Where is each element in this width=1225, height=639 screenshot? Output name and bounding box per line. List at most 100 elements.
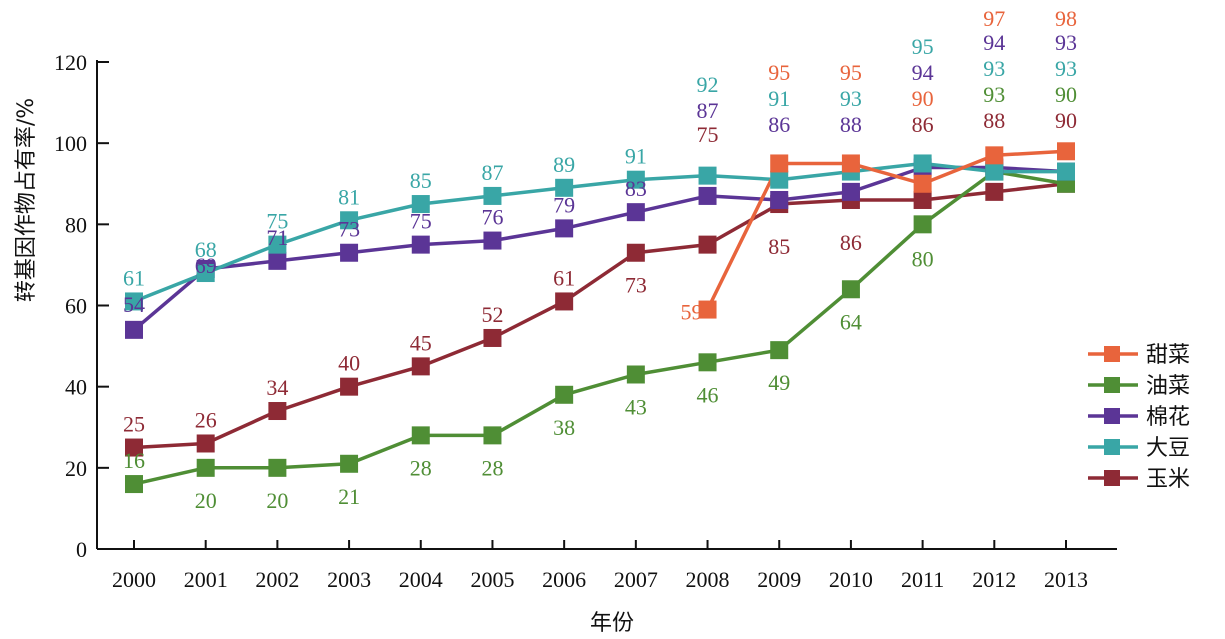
legend-label: 玉米 (1146, 467, 1190, 492)
data-label: 71 (266, 225, 288, 250)
data-label: 81 (338, 184, 360, 209)
data-point (411, 195, 430, 214)
data-label: 25 (123, 412, 145, 437)
data-point (555, 385, 574, 404)
x-tick-label: 2000 (112, 567, 156, 592)
data-point (985, 146, 1004, 165)
data-point (340, 211, 359, 230)
data-point (411, 235, 430, 254)
data-point (340, 243, 359, 262)
data-point (698, 300, 717, 319)
legend-label: 棉花 (1146, 405, 1190, 430)
legend-label: 油菜 (1146, 374, 1190, 399)
data-point (483, 426, 502, 445)
data-point (626, 365, 645, 384)
legend-label: 甜菜 (1146, 343, 1190, 368)
data-label: 93 (840, 86, 862, 111)
data-point (555, 178, 574, 197)
series-line-4 (133, 182, 1067, 450)
data-point (626, 243, 645, 262)
data-label: 45 (410, 330, 432, 355)
data-label: 34 (266, 375, 288, 400)
data-point (1057, 142, 1075, 161)
x-tick-label: 2011 (901, 567, 944, 592)
data-label: 28 (481, 455, 503, 480)
data-label: 40 (338, 351, 360, 376)
data-label: 83 (625, 176, 647, 201)
data-point (1057, 162, 1075, 181)
x-tick-label: 2002 (255, 567, 299, 592)
data-point (125, 438, 143, 457)
data-label: 64 (840, 309, 862, 334)
data-label: 49 (768, 370, 790, 395)
data-label: 91 (768, 86, 790, 111)
data-point (913, 154, 932, 173)
data-label: 61 (123, 265, 145, 290)
x-tick-label: 2012 (972, 567, 1016, 592)
legend-marker (1104, 346, 1120, 362)
data-point (770, 190, 789, 209)
x-tick-label: 2003 (327, 567, 371, 592)
data-label: 93 (983, 82, 1005, 107)
data-label: 68 (195, 237, 217, 262)
data-label: 43 (625, 394, 647, 419)
data-label: 88 (983, 108, 1005, 133)
data-label: 94 (983, 30, 1005, 55)
data-label: 97 (983, 6, 1005, 31)
series-line-2 (132, 165, 1067, 332)
data-label: 46 (697, 382, 719, 407)
data-point (770, 341, 789, 360)
x-tick-label: 2001 (184, 567, 228, 592)
y-tick-label: 120 (54, 50, 87, 75)
legend-marker (1104, 377, 1120, 393)
data-label: 86 (768, 112, 790, 137)
legend-marker (1104, 408, 1120, 424)
data-point (841, 154, 860, 173)
data-label: 93 (1055, 30, 1077, 55)
data-label: 73 (625, 273, 647, 298)
data-label: 38 (553, 415, 575, 440)
data-label: 69 (195, 253, 217, 278)
data-point (411, 426, 430, 445)
data-label: 59 (681, 300, 703, 325)
data-label: 98 (1055, 6, 1077, 31)
data-point (770, 170, 789, 189)
data-label: 93 (983, 56, 1005, 81)
data-label: 86 (912, 112, 934, 137)
data-point (268, 235, 287, 254)
data-label: 95 (840, 60, 862, 85)
data-point (196, 434, 215, 453)
data-label: 88 (840, 112, 862, 137)
x-tick-label: 2013 (1044, 567, 1088, 592)
x-tick-label: 2004 (399, 567, 443, 592)
data-point (913, 190, 932, 209)
data-label: 86 (840, 230, 862, 255)
data-point (555, 219, 574, 238)
series-line-3 (133, 161, 1066, 304)
legend-label: 大豆 (1146, 436, 1190, 461)
data-point (985, 162, 1004, 181)
legend-marker (1104, 439, 1120, 455)
x-tick-label: 2006 (542, 567, 586, 592)
data-label: 94 (912, 60, 934, 85)
data-label: 87 (697, 98, 719, 123)
data-label: 26 (195, 407, 217, 432)
data-point (125, 320, 143, 339)
data-label: 89 (553, 152, 575, 177)
x-tick-label: 2009 (757, 567, 801, 592)
data-label: 91 (625, 144, 647, 169)
y-tick-label: 0 (76, 537, 87, 562)
data-label: 90 (1055, 82, 1077, 107)
data-label: 87 (481, 160, 503, 185)
data-point (698, 166, 717, 185)
y-tick-label: 80 (65, 212, 87, 237)
data-label: 92 (697, 72, 719, 97)
x-tick-label: 2010 (829, 567, 873, 592)
data-point (268, 458, 287, 477)
data-label: 80 (912, 246, 934, 271)
data-label: 76 (481, 205, 503, 230)
data-point (196, 458, 215, 477)
data-point (985, 182, 1004, 201)
